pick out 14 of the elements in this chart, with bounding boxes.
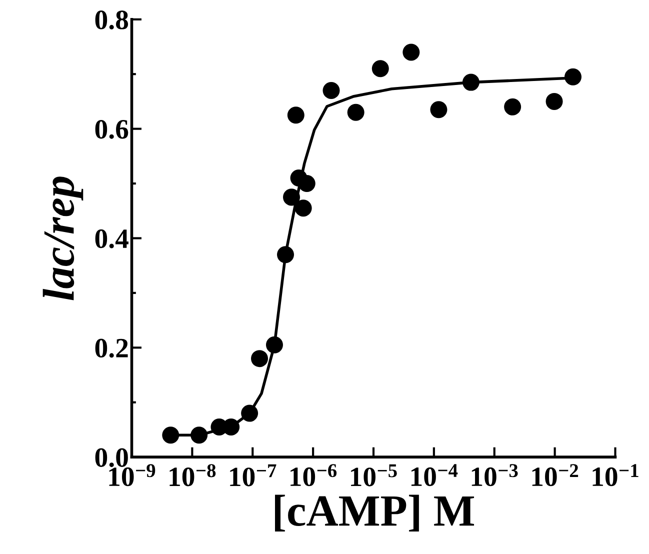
y-tick-label: 0.2 xyxy=(95,338,128,358)
x-tick-label: 10$^{−2}$ xyxy=(532,464,578,486)
x-tick-label: 10$^{−1}$ xyxy=(592,464,638,486)
x-tick-label: 10$^{−8}$ xyxy=(170,464,216,486)
x-tick-label: 10$^{−5}$ xyxy=(351,464,397,486)
x-tick-label: 10$^{−6}$ xyxy=(290,464,337,486)
x-tick-label: 10$^{−7}$ xyxy=(230,464,276,486)
x-tick-label: 10$^{−3}$ xyxy=(472,464,518,486)
y-tick-label: 0.4 xyxy=(95,229,128,248)
y-tick-label: 0.8 xyxy=(95,10,128,30)
y-tick-label: 0.6 xyxy=(95,120,128,139)
x-tick-label: 10$^{−4}$ xyxy=(411,464,458,486)
y-axis-title: lac/rep xyxy=(42,176,84,300)
x-axis-title: [cAMP] M xyxy=(275,494,474,532)
